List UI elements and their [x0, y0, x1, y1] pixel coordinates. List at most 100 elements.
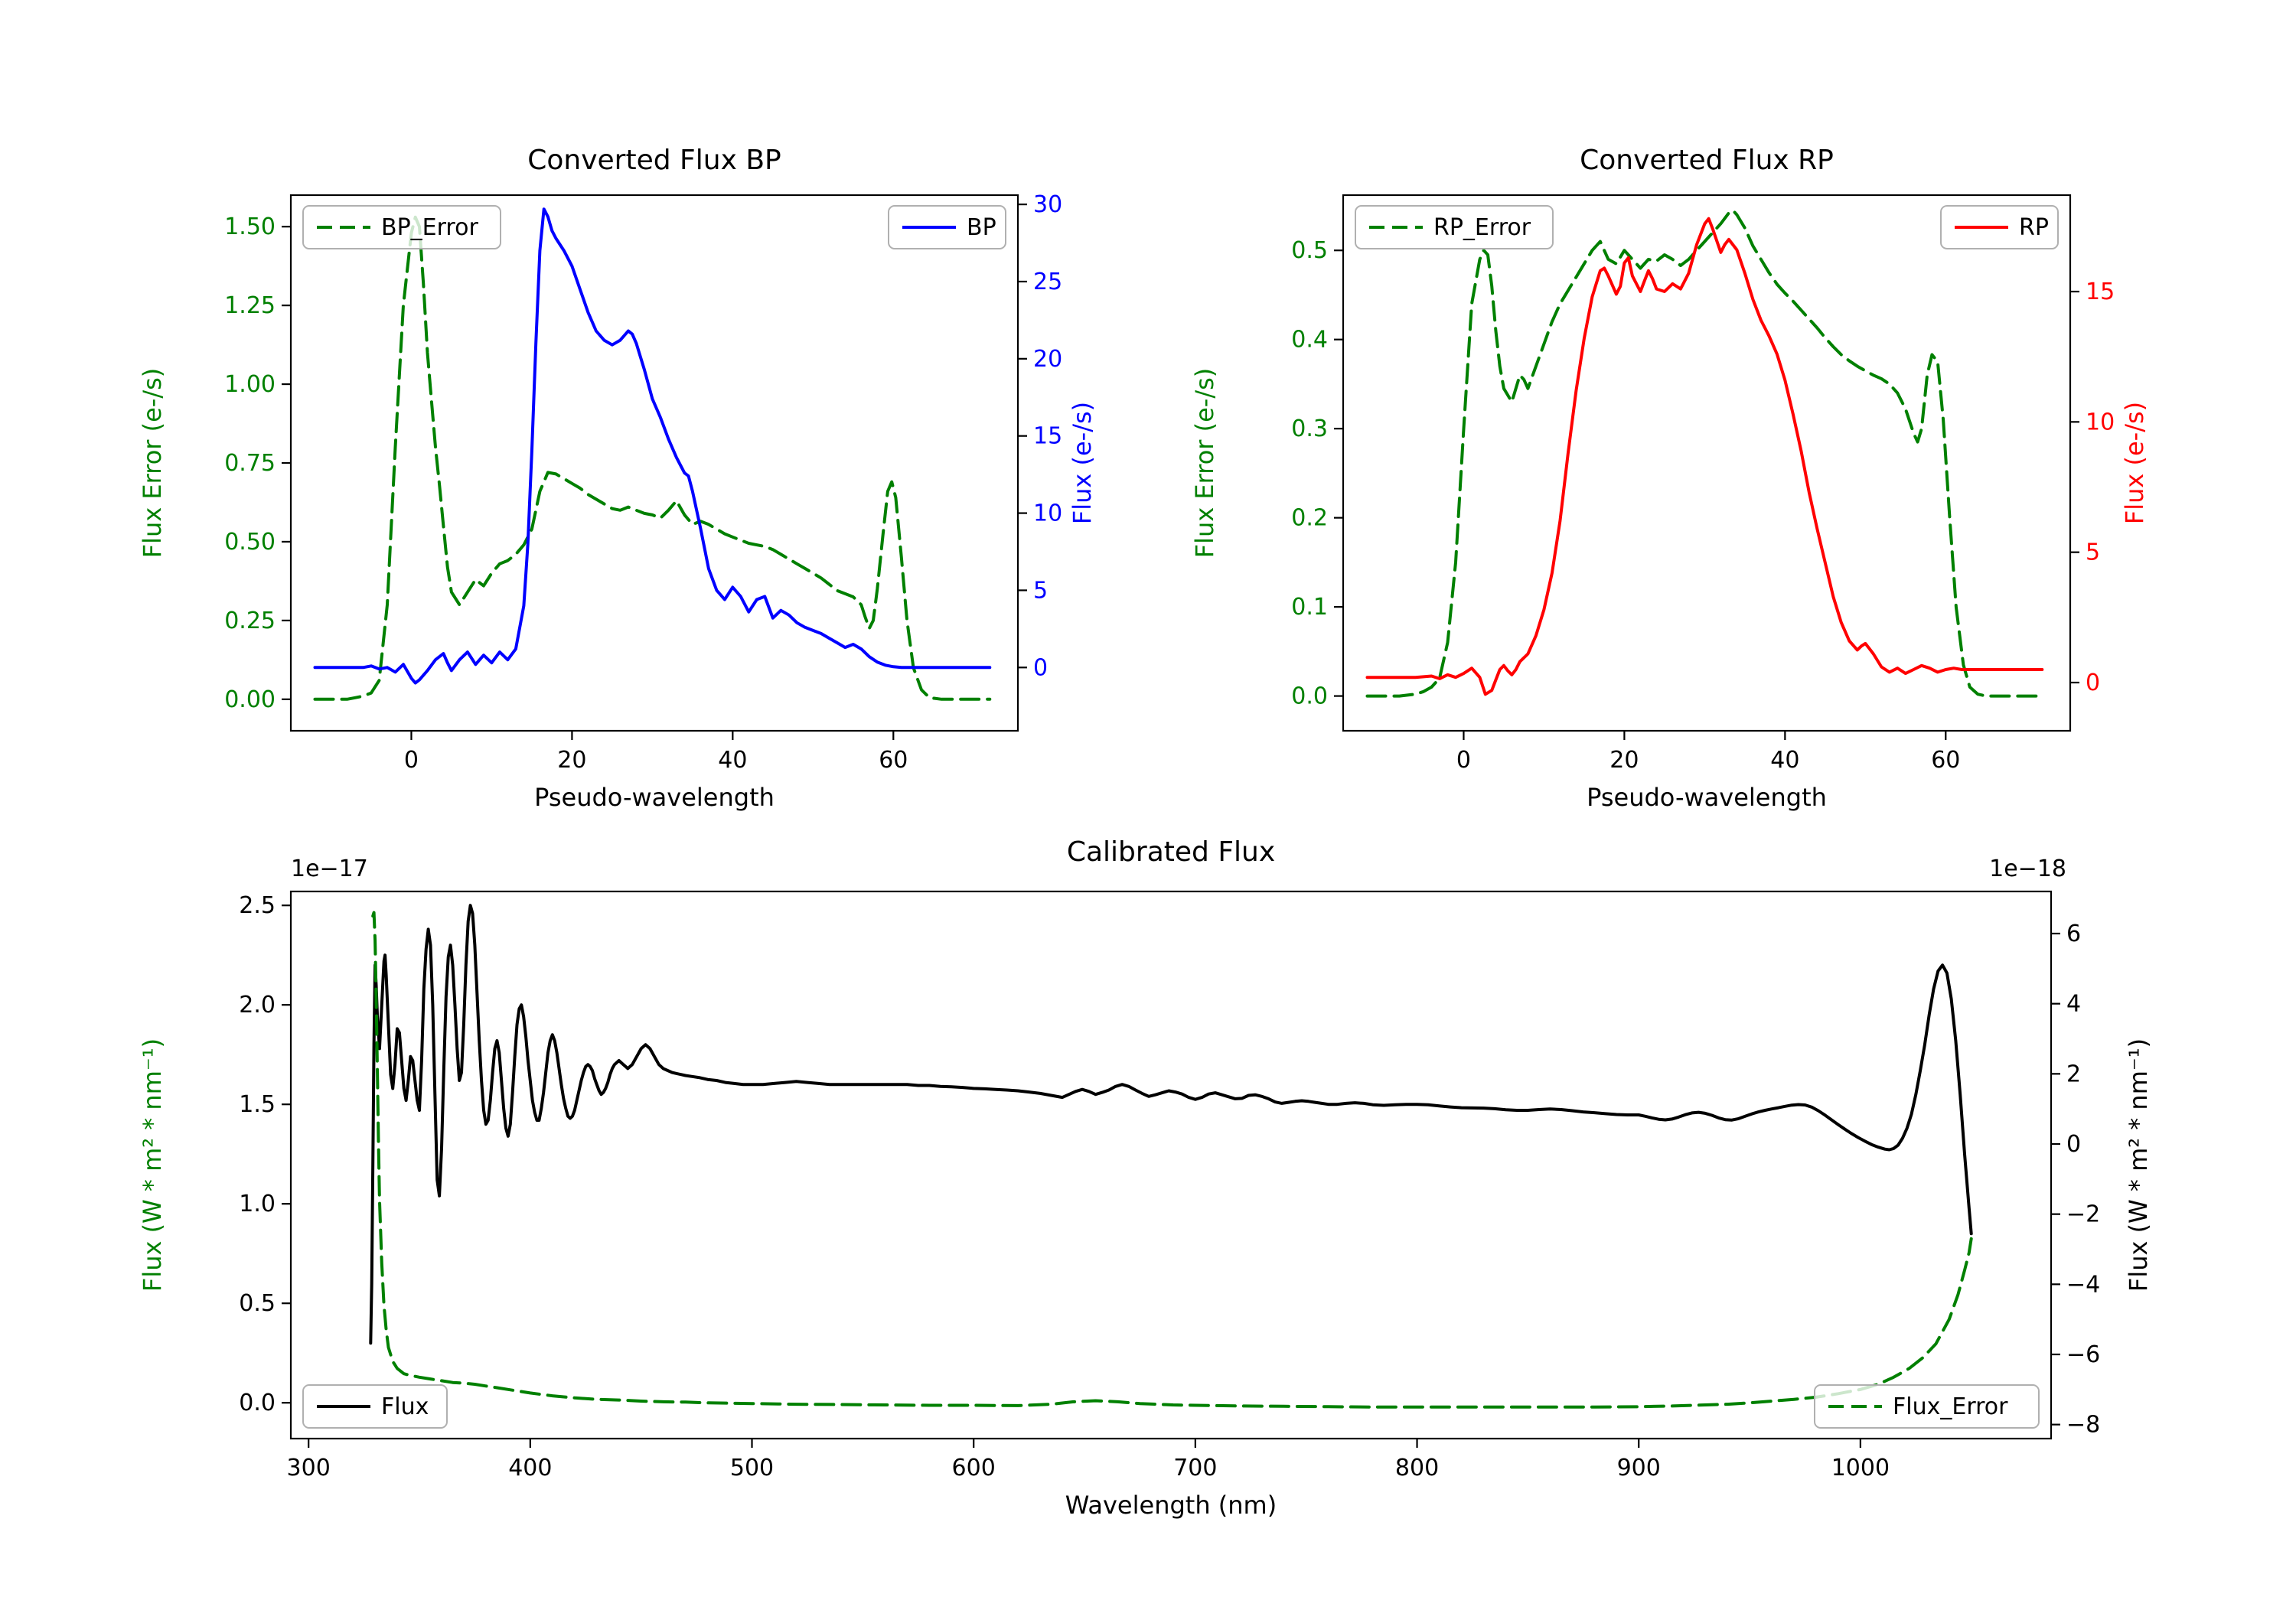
- y-tick-label-left: 0.0: [239, 1390, 276, 1416]
- y-tick-label-right: 4: [2066, 991, 2081, 1018]
- y-tick-label-left: 1.50: [224, 213, 276, 240]
- y-tick-label-left: 0.4: [1291, 327, 1328, 354]
- y-tick-label-right: 30: [1033, 191, 1062, 218]
- y-tick-label-right: 6: [2066, 921, 2081, 947]
- x-axis: 0 20 40 60: [1456, 731, 1960, 774]
- offset-text-left: 1e−17: [291, 856, 368, 882]
- x-tick-label: 800: [1395, 1455, 1439, 1481]
- series-bp: [313, 207, 992, 685]
- y-tick-label-left: 0.5: [1291, 237, 1328, 264]
- series-rp: [1365, 217, 2044, 696]
- y-tick-label-right: 0: [2086, 670, 2100, 696]
- y-tick-label-left: 0.2: [1291, 505, 1328, 532]
- x-axis: 0 20 40 60: [404, 731, 908, 774]
- chart-title: Converted Flux BP: [527, 145, 781, 176]
- y-axis-left: 0.00 0.25 0.50 0.75 1.00 1.25 1.50: [224, 213, 291, 713]
- y-tick-label-left: 1.5: [239, 1091, 276, 1118]
- y-axis-label-right: Flux (e-/s): [2120, 402, 2149, 524]
- axes-frame: [1342, 194, 2072, 732]
- chart-title: Calibrated Flux: [1067, 836, 1275, 868]
- chart-title: Converted Flux RP: [1580, 145, 1834, 176]
- y-tick-label-left: 0.25: [224, 608, 276, 634]
- x-tick-label: 0: [1456, 747, 1471, 774]
- y-tick-label-right: 10: [2086, 409, 2115, 435]
- y-tick-label-left: 0.50: [224, 529, 276, 556]
- legend-bp: BP: [888, 205, 1006, 249]
- series-bp-error: [313, 215, 992, 701]
- offset-text-right: 1e−18: [1989, 856, 2066, 882]
- x-tick-label: 400: [508, 1455, 552, 1481]
- y-axis-right: 0 5 10 15: [2070, 279, 2115, 696]
- y-tick-label-left: 0.0: [1291, 683, 1328, 710]
- axes-frame: [289, 890, 2053, 1440]
- legend-label: Flux_Error: [1893, 1393, 2008, 1420]
- legend-box: [302, 205, 501, 249]
- y-tick-label-left: 1.0: [239, 1191, 276, 1217]
- legend-label: Flux: [381, 1393, 429, 1420]
- y-tick-label-left: 0.3: [1291, 416, 1328, 442]
- y-tick-label-right: −4: [2066, 1271, 2100, 1298]
- series-flux-error: [371, 911, 1973, 1409]
- x-axis-label: Pseudo-wavelength: [1587, 783, 1827, 812]
- y-axis-right: 6 4 2 0 −2 −4 −6 −8: [2051, 921, 2100, 1439]
- x-tick-label: 300: [287, 1455, 331, 1481]
- legend-label: RP_Error: [1433, 214, 1531, 241]
- y-tick-label-right: 0: [2066, 1131, 2081, 1158]
- y-tick-label-left: 2.0: [239, 992, 276, 1018]
- y-tick-label-right: 0: [1033, 654, 1048, 681]
- y-tick-label-right: 15: [2086, 279, 2115, 305]
- x-axis-label: Pseudo-wavelength: [534, 783, 775, 812]
- x-tick-label: 20: [1609, 747, 1639, 774]
- legend-rp: RP: [1940, 205, 2059, 249]
- x-tick-label: 600: [952, 1455, 996, 1481]
- y-axis-left: 0.0 0.5 1.0 1.5 2.0 2.5: [239, 892, 291, 1416]
- y-tick-label-left: 0.75: [224, 450, 276, 477]
- y-tick-label-left: 0.5: [239, 1290, 276, 1317]
- subplot-rp: 0 20 40 60 0.0 0.1 0.2 0.3 0.4 0.5 0 5 10 15 Converted…: [1190, 145, 2149, 812]
- x-tick-label: 40: [718, 747, 747, 774]
- legend-flux: Flux: [302, 1384, 448, 1429]
- legend-box: [1814, 1384, 2040, 1429]
- x-tick-label: 1000: [1831, 1455, 1890, 1481]
- y-tick-label-right: 10: [1033, 500, 1062, 527]
- legend-label: RP: [2019, 214, 2049, 241]
- subplot-bp: 0 20 40 60 0.00 0.25 0.50 0.75 1.00 1.25 1.50 0 5 10 1…: [138, 145, 1097, 812]
- x-tick-label: 40: [1770, 747, 1799, 774]
- x-tick-label: 500: [730, 1455, 774, 1481]
- legend-box: [302, 1384, 448, 1429]
- y-tick-label-left: 1.00: [224, 371, 276, 398]
- series-rp-error: [1365, 208, 2044, 698]
- y-axis-label-left: Flux (W * m² * nm⁻¹): [138, 1038, 167, 1292]
- legend-bp-error: BP_Error: [302, 205, 501, 249]
- x-tick-label: 900: [1617, 1455, 1661, 1481]
- legend-box: [1355, 205, 1554, 249]
- y-tick-label-right: 15: [1033, 423, 1062, 450]
- y-tick-label-left: 1.25: [224, 292, 276, 319]
- y-axis-label-right: Flux (W * m² * nm⁻¹): [2124, 1038, 2153, 1292]
- y-axis-label-right: Flux (e-/s): [1068, 402, 1097, 524]
- x-tick-label: 0: [404, 747, 419, 774]
- x-tick-label: 20: [557, 747, 586, 774]
- legend-rp-error: RP_Error: [1355, 205, 1554, 249]
- y-axis-left: 0.0 0.1 0.2 0.3 0.4 0.5: [1291, 237, 1343, 710]
- x-axis: 300 400 500 600 700 800 900 1000: [287, 1439, 1890, 1481]
- y-axis-label-left: Flux Error (e-/s): [1190, 368, 1219, 559]
- series-flux: [369, 904, 1973, 1345]
- y-tick-label-right: −6: [2066, 1341, 2100, 1368]
- y-tick-label-left: 2.5: [239, 892, 276, 919]
- subplot-calibrated: 300 400 500 600 700 800 900 1000 0.0 0.5 1.0 1.5 2.0…: [138, 836, 2153, 1520]
- y-tick-label-right: 5: [2086, 539, 2100, 566]
- y-tick-label-left: 0.00: [224, 686, 276, 713]
- x-axis-label: Wavelength (nm): [1065, 1491, 1277, 1520]
- y-tick-label-right: 2: [2066, 1061, 2081, 1087]
- legend-label: BP: [967, 214, 996, 241]
- y-tick-label-right: 25: [1033, 269, 1062, 295]
- y-tick-label-right: 5: [1033, 577, 1048, 604]
- x-tick-label: 60: [879, 747, 908, 774]
- legend-flux-error: Flux_Error: [1814, 1384, 2040, 1429]
- y-axis-label-left: Flux Error (e-/s): [138, 368, 167, 559]
- legend-label: BP_Error: [381, 214, 478, 241]
- y-tick-label-left: 0.1: [1291, 594, 1328, 621]
